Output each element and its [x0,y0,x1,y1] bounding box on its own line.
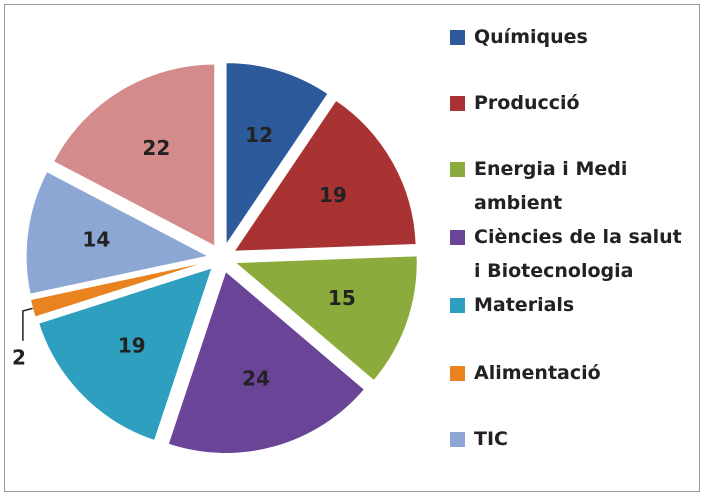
leader-line [22,307,33,341]
data-label: 24 [242,367,270,391]
legend-entry: Producció [450,86,690,120]
data-label: 15 [328,286,356,310]
pie-slice [233,99,417,252]
pie-slice [233,255,418,382]
legend-label: Energia i Medi ambient [474,158,628,214]
pie-slice [167,270,366,454]
legend-swatch [450,30,465,45]
legend-swatch [450,96,465,111]
data-label: 14 [82,227,110,251]
data-label: 22 [142,136,170,160]
legend-label: Producció [474,92,580,114]
data-label: 19 [319,183,347,207]
legend-entry: Químiques [450,20,690,54]
pie-slice [52,63,216,247]
legend-entry: Energia i Medi ambient [450,152,690,220]
pie-slice [25,171,210,295]
legend-label: Materials [474,294,575,316]
pie-slice [38,267,213,442]
legend-entry: TIC [450,422,690,456]
legend-swatch [450,432,465,447]
legend-entry: Materials [450,288,690,322]
pie-slice [225,62,329,247]
data-label: 19 [118,334,146,358]
frame [4,4,700,492]
data-label: 12 [245,123,273,147]
legend-swatch [450,162,465,177]
legend-label: Alimentació [474,362,601,384]
legend-swatch [450,366,465,381]
legend-swatch [450,298,465,313]
data-label: 2 [12,345,26,369]
legend-label: TIC [474,428,508,450]
legend-entry: Ciències de la salut i Biotecnologia [450,220,690,288]
legend-entry: Alimentació [450,356,690,390]
legend-swatch [450,230,465,245]
legend-label: Ciències de la salut i Biotecnologia [474,226,682,282]
legend-label: Químiques [474,26,588,48]
